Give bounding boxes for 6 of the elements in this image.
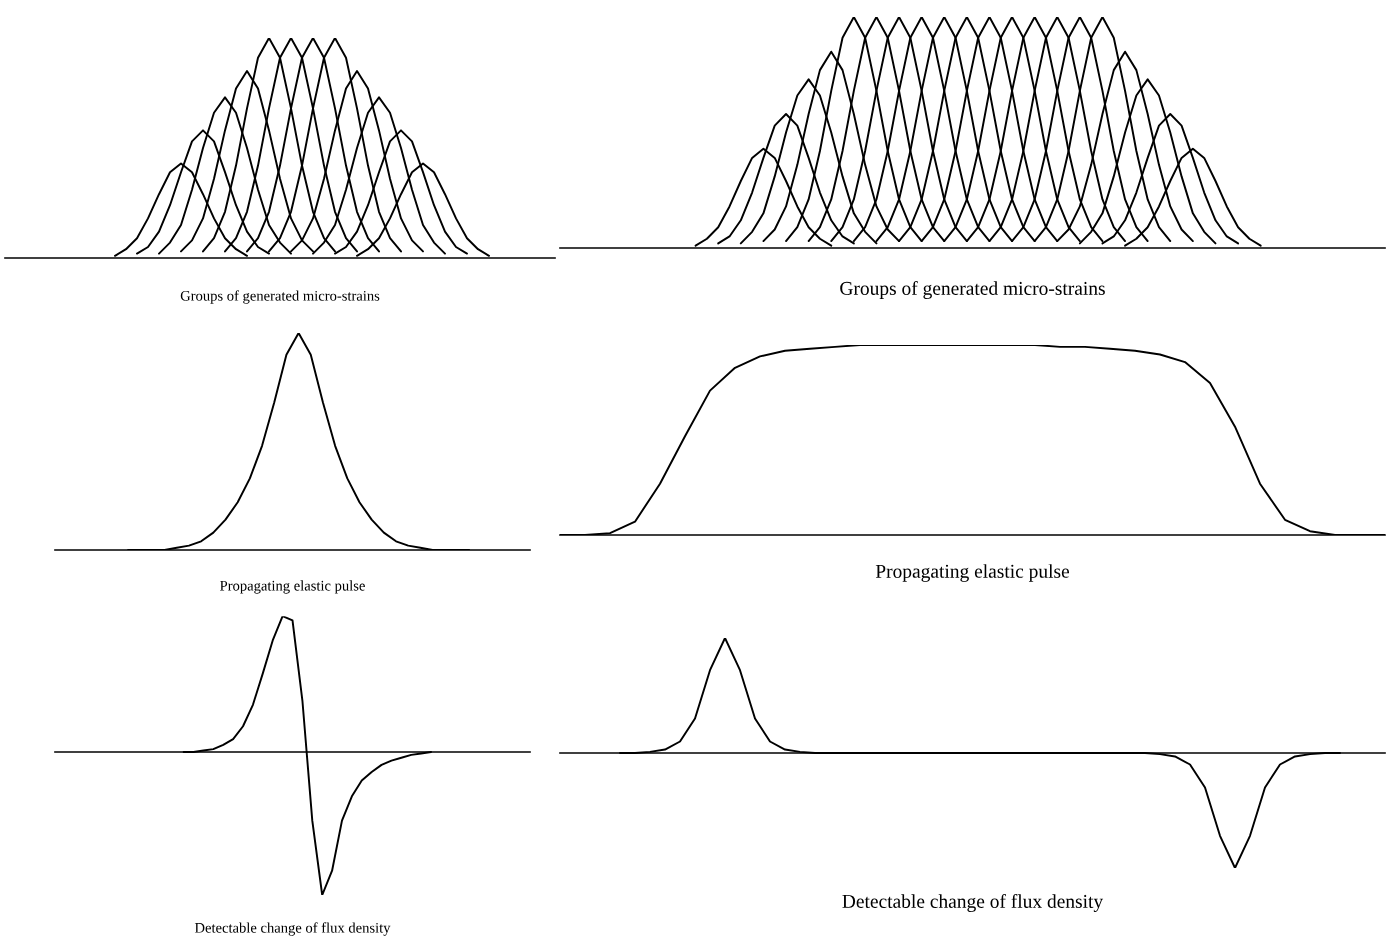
x-axis-title: Propagating elastic pulse <box>875 564 1070 582</box>
x-axis-title: Groups of generated micro-strains <box>840 281 1105 299</box>
x-axis-title: Detectable change of flux density <box>842 894 1104 912</box>
x-axis-title: Groups of generated micro-strains <box>180 290 380 304</box>
x-axis-title: Propagating elastic pulse <box>220 580 365 594</box>
x-axis-title: Detectable change of flux density <box>194 922 391 936</box>
